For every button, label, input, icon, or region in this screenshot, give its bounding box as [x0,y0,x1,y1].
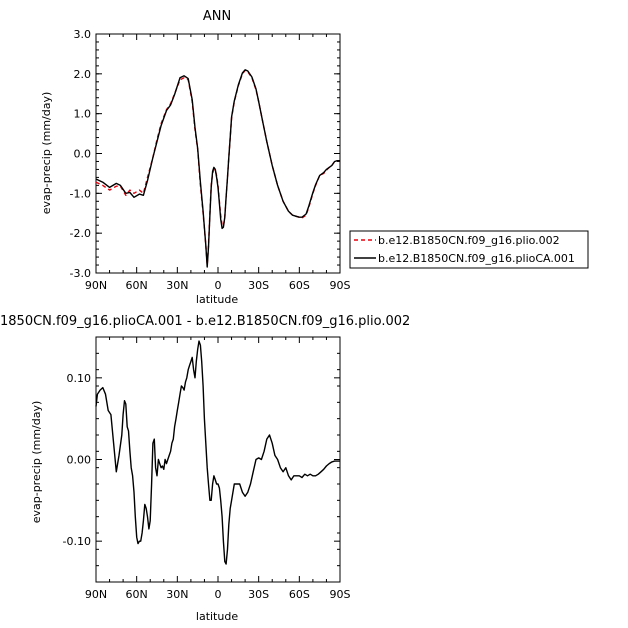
series-line-0-1 [95,69,340,268]
x-tick-label: 60N [126,588,148,601]
x-tick-label: 30N [166,279,188,292]
y-tick-label: 2.0 [74,68,92,81]
y-tick-label: 0.00 [67,454,92,467]
legend-box [349,230,589,269]
x-tick-label: 90N [85,279,107,292]
x-tick-label: 30S [248,588,269,601]
legend-label-plioca: b.e12.B1850CN.f09_g16.plioCA.001 [378,252,575,265]
bottom-panel: 1850CN.f09_g16.plioCA.001 - b.e12.B1850C… [0,314,410,623]
y-tick-label: -2.0 [70,227,91,240]
x-tick-label: 30N [166,588,188,601]
x-tick-label: 30S [248,279,269,292]
top-chart-title: ANN [203,9,231,24]
legend: b.e12.B1850CN.f09_g16.plio.002 b.e12.B18… [349,230,589,269]
y-tick-label: -0.10 [63,535,91,548]
y-tick-label: 1.0 [74,108,92,121]
y-tick-label: -1.0 [70,187,91,200]
series-line-1-0 [95,340,340,565]
x-tick-label: 0 [215,279,222,292]
x-tick-label: 90S [330,588,351,601]
x-tick-label: 90S [330,279,351,292]
y-tick-label: 3.0 [74,28,92,41]
top-y-axis-label: evap-precip (mm/day) [40,92,53,215]
y-tick-label: -3.0 [70,267,91,280]
bottom-y-axis-label: evap-precip (mm/day) [30,401,43,524]
top-plot-area: 90N 60N 30N 0 30S 60S 90S -3.0 -2.0 -1.0 0.0 1.0 2.0… [70,28,351,292]
top-panel: ANN 90N 60N 30N 0 30S 60S 90S -3.0 -2.0 -1.0 0.0 1.… [40,9,351,306]
y-tick-label: 0.10 [67,372,92,385]
top-x-axis-label: latitude [196,293,238,306]
bottom-chart-title: 1850CN.f09_g16.plioCA.001 - b.e12.B1850C… [0,314,410,329]
x-tick-label: 60S [289,279,310,292]
bottom-x-axis-label: latitude [196,610,238,623]
x-tick-label: 0 [215,588,222,601]
x-tick-label: 60S [289,588,310,601]
plot-frame-1 [95,336,341,583]
x-tick-label: 90N [85,588,107,601]
y-tick-label: 0.0 [74,148,92,161]
bottom-plot-area: 90N 60N 30N 0 30S 60S 90S -0.10 0.00 0.10 [63,336,351,601]
plot-frame-0 [95,33,341,274]
x-tick-label: 60N [126,279,148,292]
series-line-0-0 [95,69,340,266]
legend-label-plio: b.e12.B1850CN.f09_g16.plio.002 [378,234,560,247]
